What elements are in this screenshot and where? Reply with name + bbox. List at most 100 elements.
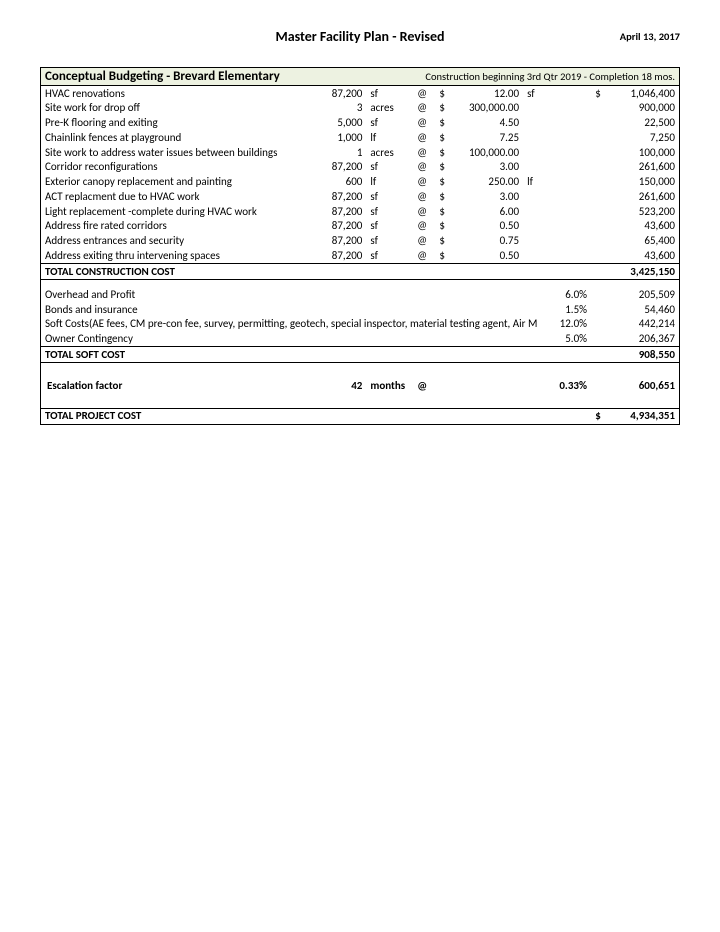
construction-total-value: 3,425,150 (605, 264, 679, 280)
escalation-pct: 0.33% (543, 371, 591, 401)
item-total-cur (591, 101, 605, 116)
item-spacer (543, 86, 591, 101)
item-at: @ (409, 86, 435, 101)
item-rate-unit (523, 248, 543, 263)
item-unit: sf (366, 160, 409, 175)
item-spacer (543, 248, 591, 263)
item-cur: $ (435, 248, 449, 263)
soft-spacer (591, 287, 605, 302)
item-rate: 4.50 (449, 116, 523, 131)
item-total: 261,600 (605, 160, 679, 175)
item-qty: 87,200 (320, 219, 366, 234)
line-item: Address exiting thru intervening spaces8… (41, 248, 679, 263)
item-rate: 100,000.00 (449, 145, 523, 160)
item-desc: Chainlink fences at playground (41, 130, 320, 145)
item-spacer (543, 145, 591, 160)
item-unit: sf (366, 248, 409, 263)
item-desc: Corridor reconfigurations (41, 160, 320, 175)
item-desc: Site work to address water issues betwee… (41, 145, 320, 160)
item-at: @ (409, 175, 435, 190)
item-cur: $ (435, 204, 449, 219)
item-rate: 0.75 (449, 234, 523, 249)
item-cur: $ (435, 145, 449, 160)
soft-pct: 5.0% (543, 332, 591, 347)
item-rate-unit (523, 234, 543, 249)
item-unit: sf (366, 86, 409, 101)
section-title: Conceptual Budgeting - Brevard Elementar… (45, 69, 425, 84)
item-desc: ACT replacment due to HVAC work (41, 189, 320, 204)
item-cur: $ (435, 130, 449, 145)
item-rate-unit (523, 116, 543, 131)
escalation-value: 600,651 (605, 371, 679, 401)
budget-sheet: Conceptual Budgeting - Brevard Elementar… (40, 67, 680, 425)
item-desc: Address exiting thru intervening spaces (41, 248, 320, 263)
soft-desc: Bonds and insurance (41, 302, 543, 317)
line-item: Site work for drop off3acres@$300,000.00… (41, 101, 679, 116)
item-rate: 3.00 (449, 160, 523, 175)
item-total-cur (591, 145, 605, 160)
soft-total: 205,509 (605, 287, 679, 302)
item-total: 100,000 (605, 145, 679, 160)
item-total: 900,000 (605, 101, 679, 116)
item-at: @ (409, 204, 435, 219)
item-rate: 7.25 (449, 130, 523, 145)
budget-table: HVAC renovations87,200sf@$12.00sf$1,046,… (41, 86, 679, 424)
item-total-cur (591, 175, 605, 190)
escalation-label: Escalation factor (41, 371, 320, 401)
line-item: Address fire rated corridors87,200sf@$0.… (41, 219, 679, 234)
soft-total: 54,460 (605, 302, 679, 317)
item-unit: sf (366, 204, 409, 219)
soft-spacer (591, 317, 605, 332)
line-item: Pre-K flooring and exiting5,000sf@$4.502… (41, 116, 679, 131)
line-item: Light replacement -complete during HVAC … (41, 204, 679, 219)
soft-total-label: TOTAL SOFT COST (41, 347, 320, 363)
item-total: 1,046,400 (605, 86, 679, 101)
item-rate: 300,000.00 (449, 101, 523, 116)
grand-total-cur: $ (591, 408, 605, 423)
escalation-at: @ (409, 371, 435, 401)
item-qty: 87,200 (320, 234, 366, 249)
soft-total-value: 908,550 (605, 347, 679, 363)
soft-spacer (591, 332, 605, 347)
soft-total: 206,367 (605, 332, 679, 347)
item-rate-unit (523, 189, 543, 204)
construction-total-row: TOTAL CONSTRUCTION COST 3,425,150 (41, 264, 679, 280)
escalation-row: Escalation factor 42 months @ 0.33% 600,… (41, 371, 679, 401)
item-qty: 1,000 (320, 130, 366, 145)
item-unit: sf (366, 234, 409, 249)
item-qty: 87,200 (320, 86, 366, 101)
item-total-cur (591, 116, 605, 131)
page: Master Facility Plan - Revised April 13,… (0, 0, 720, 465)
soft-pct: 12.0% (543, 317, 591, 332)
soft-pct: 6.0% (543, 287, 591, 302)
item-qty: 87,200 (320, 160, 366, 175)
item-total-cur: $ (591, 86, 605, 101)
soft-total-row: TOTAL SOFT COST 908,550 (41, 347, 679, 363)
item-cur: $ (435, 219, 449, 234)
header: Master Facility Plan - Revised April 13,… (40, 28, 680, 45)
item-unit: sf (366, 189, 409, 204)
item-total: 150,000 (605, 175, 679, 190)
item-cur: $ (435, 116, 449, 131)
item-rate-unit (523, 219, 543, 234)
soft-item: Bonds and insurance1.5% 54,460 (41, 302, 679, 317)
item-qty: 5,000 (320, 116, 366, 131)
item-rate: 12.00 (449, 86, 523, 101)
page-title: Master Facility Plan - Revised (40, 28, 680, 45)
item-spacer (543, 116, 591, 131)
item-desc: Site work for drop off (41, 101, 320, 116)
item-spacer (543, 160, 591, 175)
soft-pct: 1.5% (543, 302, 591, 317)
soft-desc: Soft Costs(AE fees, CM pre-con fee, surv… (41, 317, 543, 332)
item-qty: 1 (320, 145, 366, 160)
item-total-cur (591, 160, 605, 175)
item-spacer (543, 130, 591, 145)
item-cur: $ (435, 234, 449, 249)
line-item: Address entrances and security87,200sf@$… (41, 234, 679, 249)
item-unit: sf (366, 219, 409, 234)
item-total: 65,400 (605, 234, 679, 249)
item-total-cur (591, 130, 605, 145)
soft-item: Owner Contingency5.0%206,367 (41, 332, 679, 347)
item-total: 523,200 (605, 204, 679, 219)
item-desc: Exterior canopy replacement and painting (41, 175, 320, 190)
